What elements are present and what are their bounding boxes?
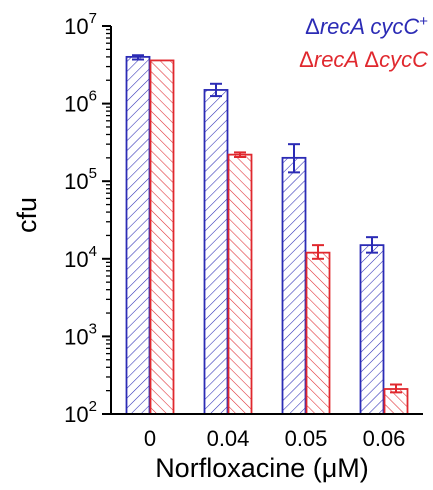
y-tick-label-exponent: 2 — [89, 398, 97, 415]
y-axis-title: cfu — [12, 197, 42, 233]
legend-entry-series-2-text-2: cycC — [379, 47, 428, 72]
axes-group — [110, 26, 423, 415]
y-tick-label-exponent: 6 — [89, 88, 97, 105]
y-tick-label-exponent: 3 — [89, 320, 97, 337]
legend-entry-series-1: ΔrecA cycC+ — [305, 13, 428, 40]
legend-entry-series-1-text: recA cycC — [320, 14, 420, 39]
legend-entry-series-1-delta: Δ — [305, 14, 320, 39]
bars-group — [125, 55, 409, 415]
y-tick-label-base: 10 — [64, 324, 88, 349]
x-tick-label: 0.05 — [285, 426, 328, 451]
x-tick-label: 0 — [144, 426, 156, 451]
y-tick-label-base: 10 — [64, 14, 88, 39]
x-axis-title: Norfloxacine (μM) — [155, 453, 369, 483]
legend-entry-series-2-text-1: recA — [314, 47, 365, 72]
legend-entry-series-2-delta-2: Δ — [364, 47, 379, 72]
bar-2-0 — [149, 59, 175, 415]
y-tick-label-base: 10 — [64, 169, 88, 194]
y-tick-label: 107 — [64, 10, 97, 39]
y-tick-label: 106 — [64, 88, 97, 117]
y-tick-label-exponent: 4 — [89, 243, 97, 260]
y-tick-label-base: 10 — [64, 92, 88, 117]
x-tick-label: 0.06 — [363, 426, 406, 451]
x-tick-label: 0.04 — [207, 426, 250, 451]
y-tick-label-exponent: 7 — [89, 10, 97, 27]
bar-1-0.04 — [203, 89, 229, 415]
y-tick-label-base: 10 — [64, 402, 88, 427]
legend-entry-series-1-sup: + — [419, 13, 428, 30]
y-tick-label: 104 — [64, 243, 97, 272]
bar-2-0.04 — [227, 153, 253, 415]
y-tick-label: 102 — [64, 398, 97, 427]
legend-entry-series-2-delta-1: Δ — [299, 47, 314, 72]
x-ticks-group: 0 0.04 0.05 0.06 — [144, 426, 406, 451]
bar-1-0.06 — [359, 244, 385, 415]
legend-entry-series-2: ΔrecA ΔcycC — [299, 47, 428, 72]
error-bars-group — [132, 54, 402, 394]
y-tick-label-base: 10 — [64, 247, 88, 272]
y-tick-label-exponent: 5 — [89, 165, 97, 182]
bar-1-0 — [125, 55, 151, 415]
y-tick-label: 105 — [64, 165, 97, 194]
y-tick-label: 103 — [64, 320, 97, 349]
legend: ΔrecA cycC+ ΔrecA ΔcycC — [299, 13, 428, 73]
bar-2-0.05 — [305, 251, 331, 415]
bar-1-0.05 — [281, 156, 307, 415]
